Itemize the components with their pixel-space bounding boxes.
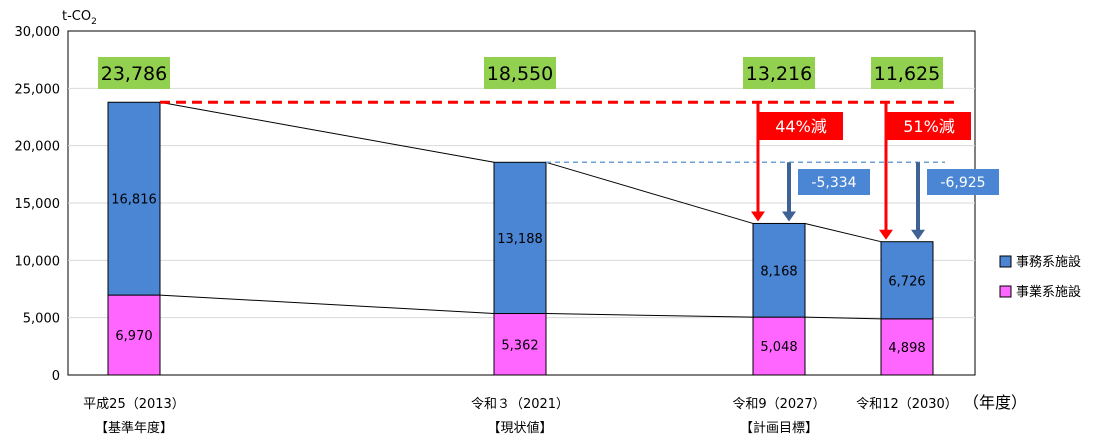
jigyo-trend-line — [545, 313, 754, 318]
legend-swatch — [999, 285, 1012, 298]
current-reduction-box — [927, 169, 999, 195]
reduction-badge — [759, 112, 843, 140]
data-label-jigyo: 5,048 — [760, 340, 797, 355]
reduction-badge-text: 51%減 — [903, 117, 955, 136]
bar-jimu-3 — [880, 241, 934, 320]
y-tick-label: 5,000 — [23, 312, 60, 327]
bar-jimu-0 — [107, 101, 161, 296]
total-trend-line — [545, 161, 754, 224]
x-tick-label: 令和３（2021） — [471, 397, 569, 412]
x-tick-note: 【基準年度】 — [95, 420, 173, 436]
baseline-reduction-arrow-head — [751, 211, 765, 222]
total-label-box — [743, 57, 815, 89]
x-tick-label: 令和12（2030） — [856, 397, 958, 412]
current-reduction-text: -6,925 — [940, 175, 985, 191]
bar-jigyo-2 — [752, 316, 806, 376]
current-reduction-arrow-head — [782, 211, 796, 222]
bar-jimu-1 — [493, 161, 547, 315]
y-tick-label: 25,000 — [15, 82, 61, 97]
jigyo-trend-line — [159, 294, 495, 315]
legend-label: 事務系施設 — [1016, 254, 1081, 270]
unit-label-subscript: 2 — [91, 17, 97, 27]
bar-jimu-2 — [752, 222, 806, 318]
bar-jigyo-3 — [880, 318, 934, 376]
x-tick-note: 【計画目標】 — [740, 420, 818, 436]
y-tick-label: 10,000 — [15, 254, 61, 269]
baseline-reduction-arrow-head — [879, 229, 893, 240]
reduction-badge-text: 44%減 — [775, 117, 827, 136]
y-tick-label: 30,000 — [15, 25, 61, 40]
current-reduction-arrow-head — [911, 229, 925, 240]
data-label-jimu: 8,168 — [760, 264, 797, 279]
total-label-box — [871, 57, 943, 89]
data-label-jigyo: 4,898 — [888, 341, 925, 356]
total-label: 23,786 — [101, 63, 167, 85]
data-label-jigyo: 6,970 — [115, 329, 152, 344]
x-tick-note: 【現状値】 — [487, 420, 552, 436]
total-trend-line — [804, 222, 882, 243]
data-label-jimu: 13,188 — [497, 232, 543, 247]
unit-label: t-CO2 — [62, 9, 97, 27]
legend-label: 事業系施設 — [1016, 284, 1081, 300]
y-tick-label: 20,000 — [15, 140, 61, 155]
x-axis-suffix: （年度） — [963, 393, 1027, 412]
bar-jigyo-1 — [493, 313, 547, 376]
y-tick-label: 15,000 — [15, 197, 61, 212]
data-label-jimu: 16,816 — [111, 193, 157, 208]
data-label-jigyo: 5,362 — [501, 338, 538, 353]
legend-swatch — [999, 255, 1012, 268]
current-reduction-text: -5,334 — [811, 175, 856, 191]
reduction-badge — [887, 112, 971, 140]
total-label: 13,216 — [746, 63, 812, 85]
x-tick-label: 令和9（2027） — [732, 397, 825, 412]
total-label-box — [98, 57, 170, 89]
total-label: 11,625 — [874, 63, 940, 85]
x-tick-label: 平成25（2013） — [83, 397, 185, 412]
current-reduction-box — [798, 169, 870, 195]
total-trend-line — [159, 101, 495, 163]
total-label: 18,550 — [487, 63, 553, 85]
y-tick-label: 0 — [52, 369, 60, 384]
total-label-box — [484, 57, 556, 89]
data-label-jimu: 6,726 — [888, 274, 925, 289]
jigyo-trend-line — [804, 316, 882, 320]
